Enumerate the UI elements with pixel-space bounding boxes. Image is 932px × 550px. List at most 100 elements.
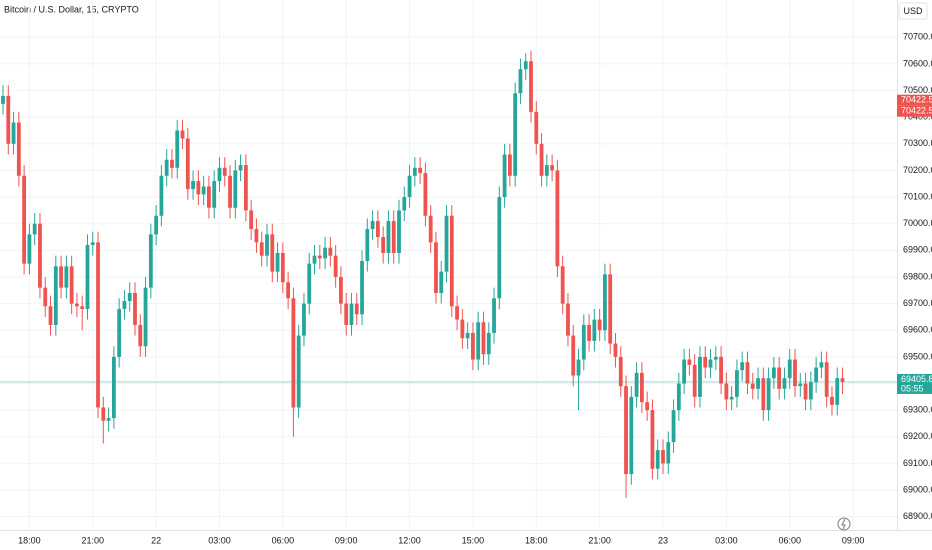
y-tick-label: 70600.00 [903,58,932,68]
currency-button[interactable] [898,2,928,20]
candle-body [164,159,169,176]
candle-body [639,372,644,403]
candle-body [518,69,523,94]
candle-body [365,229,370,262]
candle-body [624,386,628,475]
candle-body [819,362,824,368]
candle-body [603,274,607,331]
candle-body [418,167,423,174]
candle-body [719,356,723,384]
candle-body [412,167,417,176]
candle-body [138,324,143,347]
x-tick-label: 03:00 [715,535,738,545]
candle-body [212,181,217,208]
candle-body [434,242,438,293]
candle-body [180,130,185,139]
candle-body [835,378,840,405]
candle-body [222,167,227,176]
candle-body [513,93,518,176]
candle-body [428,215,433,243]
candle-body [53,266,58,325]
y-tick-label: 70700.00 [903,32,932,42]
icon-circle[interactable] [837,517,851,531]
candle-body [360,261,364,315]
candle-body [22,175,27,264]
candle-body [682,359,687,384]
candle-body [127,292,132,301]
candle-body [571,335,576,376]
candle-body [43,287,48,307]
candle-body [69,266,74,304]
candle-body [344,303,349,325]
last-price-label: 69405.84 [901,374,932,384]
candle-body [534,111,539,144]
candle-body [729,396,734,400]
candle-body [233,170,238,208]
candle-body [407,175,412,198]
candle-body [27,234,32,264]
y-tick-label: 70100.00 [903,191,932,201]
candle-body [302,303,306,336]
candle-body [830,396,834,405]
chart-title: Bitcoin / U.S. Dollar, 15, CRYPTO [4,4,139,14]
candle-body [655,450,660,469]
candle-body [201,186,206,195]
candle-body [698,356,702,397]
candle-body [481,322,486,355]
x-tick-label: 09:00 [335,535,358,545]
candle-body [238,165,243,171]
candle-body [191,181,195,190]
candle-body [381,237,386,254]
candle-body [217,167,222,182]
candle-body [323,247,327,259]
x-tick-label: 18:00 [525,535,548,545]
currency-label[interactable]: USD [903,6,923,16]
replay-icon[interactable] [837,517,851,531]
x-tick-label: 06:00 [778,535,801,545]
y-tick-label: 68900.00 [903,511,932,521]
candle-body [339,276,343,304]
candle-body [159,175,164,216]
candle-body [587,324,591,341]
candle-body [270,234,275,272]
candle-body [259,242,264,256]
y-tick-label: 70500.00 [903,85,932,95]
candle-body [486,332,491,355]
candle-body [317,255,322,259]
candle-body [476,322,481,360]
y-tick-label: 69900.00 [903,245,932,255]
candle-body [507,154,512,176]
candle-body [96,242,100,408]
candle-body [703,356,708,368]
candle-body [11,122,16,144]
y-tick-label: 69600.00 [903,325,932,335]
candle-body [444,215,449,272]
candle-body [106,418,111,421]
countdown-label: 05:55 [901,383,924,393]
candle-body [782,378,787,389]
candle-body [555,170,560,267]
candle-body [32,223,37,235]
candle-body [1,95,5,104]
candle-body [148,234,153,288]
candle-body [196,181,201,195]
candle-body [550,165,555,171]
candle-body [529,61,533,112]
candle-body [391,221,396,254]
y-tick-label: 69700.00 [903,298,932,308]
candle-body [618,356,623,387]
price-mark-label: 70422.51 [901,106,932,116]
candle-body [48,306,53,325]
candle-body [560,266,565,304]
candle-body [745,362,750,384]
candle-body [38,223,42,288]
y-tick-label: 69100.00 [903,458,932,468]
candle-body [291,298,296,408]
candle-body [798,383,803,387]
x-tick-label: 03:00 [208,535,231,545]
candle-body [249,210,254,230]
icon-bolt[interactable] [841,518,846,530]
candle-body [740,362,745,371]
